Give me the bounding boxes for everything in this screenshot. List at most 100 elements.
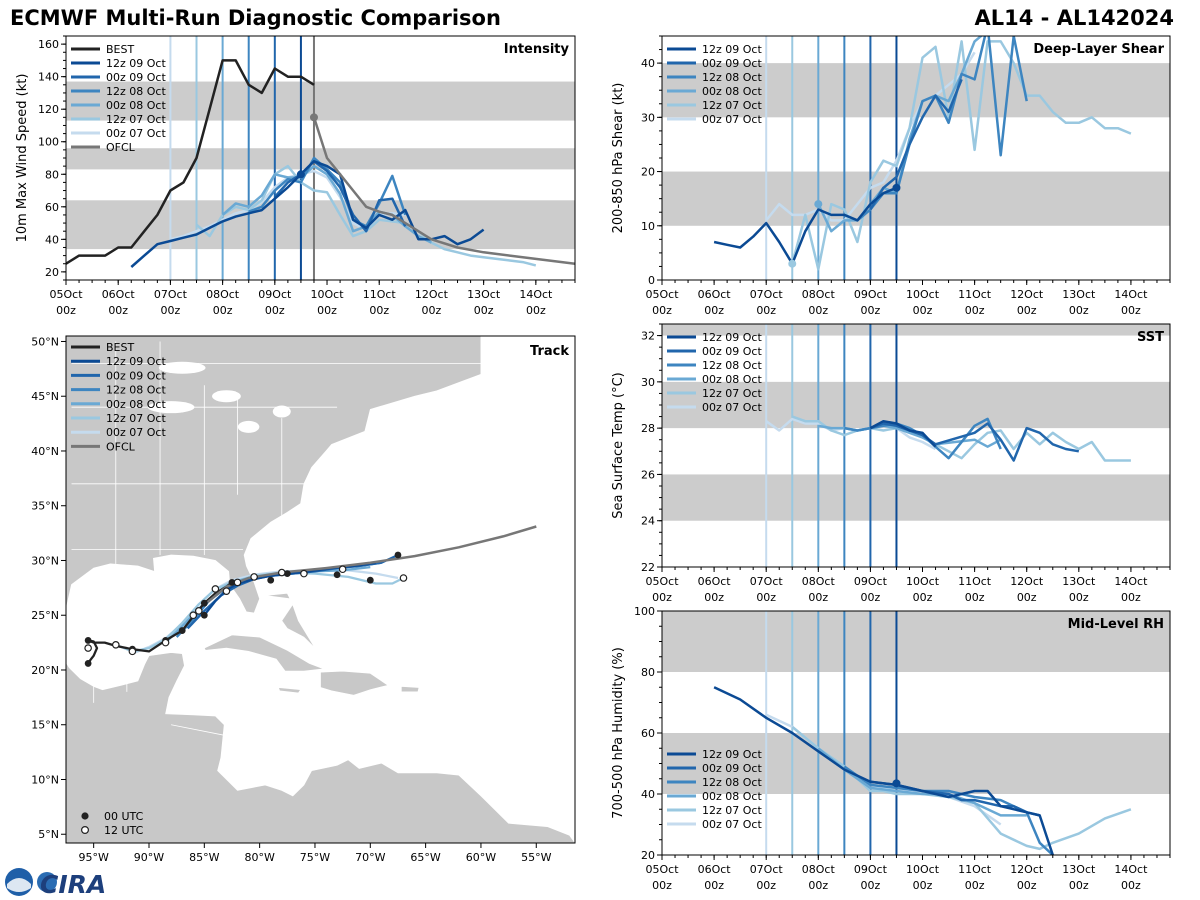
- point-marker: [296, 170, 305, 179]
- legend-label: 00z 08 Oct: [106, 398, 166, 411]
- x-tick-hour: 00z: [808, 879, 828, 892]
- x-tick-day: 05Oct: [645, 575, 679, 588]
- position-12utc-dot: [84, 644, 92, 652]
- x-tick-hour: 00z: [108, 304, 128, 317]
- y-tick-label: 100: [634, 605, 655, 618]
- lon-tick-label: 90°W: [134, 851, 164, 864]
- border-line: [171, 724, 227, 737]
- legend-label: 12z 07 Oct: [702, 804, 762, 817]
- cira-logo-text: CIRA: [40, 870, 106, 899]
- position-00utc-dot: [394, 551, 402, 559]
- x-tick-hour: 00z: [652, 304, 672, 317]
- legend-label: 00z 07 Oct: [106, 127, 166, 140]
- lat-tick-label: 30°N: [31, 554, 59, 567]
- x-tick-day: 11Oct: [958, 288, 992, 301]
- globe-icon: [37, 872, 57, 892]
- legend-label: 00z 09 Oct: [702, 57, 762, 70]
- legend-label: 12z 09 Oct: [106, 355, 166, 368]
- land-mass: [320, 670, 389, 696]
- x-tick-day: 05Oct: [645, 288, 679, 301]
- x-tick-hour: 00z: [1017, 304, 1037, 317]
- land-mass: [203, 634, 324, 672]
- lake-shape: [212, 390, 241, 403]
- legend-label: 00z 09 Oct: [106, 71, 166, 84]
- legend-label: 00z 08 Oct: [702, 373, 762, 386]
- position-00utc-dot: [228, 578, 236, 586]
- lon-tick-label: 60°W: [466, 851, 496, 864]
- x-tick-hour: 00z: [474, 304, 494, 317]
- position-12utc-dot: [189, 611, 198, 620]
- plot-area-shear: [662, 36, 1170, 280]
- position-00utc-dot: [200, 611, 208, 619]
- land-mass: [277, 687, 302, 694]
- point-marker: [814, 200, 823, 209]
- x-tick-day: 06Oct: [698, 863, 732, 876]
- threshold-band: [662, 611, 1170, 672]
- x-tick-hour: 00z: [161, 304, 181, 317]
- x-tick-hour: 00z: [756, 591, 776, 604]
- x-tick-day: 08Oct: [802, 288, 836, 301]
- map-frame: [65, 335, 576, 844]
- x-tick-day: 12Oct: [1010, 288, 1044, 301]
- x-tick-hour: 00z: [422, 304, 442, 317]
- position-00utc-dot: [366, 576, 374, 584]
- y-tick-label: 40: [45, 233, 59, 246]
- lon-tick-label: 75°W: [300, 851, 330, 864]
- x-tick-day: 10Oct: [311, 288, 345, 301]
- position-12utc-dot: [211, 585, 220, 593]
- x-tick-hour: 00z: [1121, 879, 1141, 892]
- panel-title: Track: [530, 344, 569, 359]
- panel-track: 95°W 90°W 85°W 80°W 75°W 70°W 65°W 60°W 55°W 5°N 1…: [31, 335, 576, 864]
- position-12utc-dot: [111, 640, 120, 649]
- x-tick-day: 06Oct: [102, 288, 136, 301]
- x-tick-day: 09Oct: [854, 575, 888, 588]
- x-tick-day: 14Oct: [1114, 575, 1148, 588]
- position-12utc-dot: [399, 574, 408, 582]
- y-tick-label: 26: [641, 468, 655, 481]
- threshold-band: [662, 324, 1170, 336]
- position-12utc-dot: [233, 578, 242, 587]
- series-line-12z-09-oct: [713, 686, 1054, 855]
- legend-label: 00z 07 Oct: [702, 113, 762, 126]
- panel-title: Mid-Level RH: [1068, 617, 1164, 632]
- cira-logo: CIRA: [5, 868, 106, 899]
- y-tick-label: 20: [45, 266, 59, 279]
- x-tick-day: 14Oct: [1114, 863, 1148, 876]
- plot-area-intensity: [66, 36, 575, 280]
- point-marker: [892, 183, 901, 192]
- legend-label: 00z 08 Oct: [106, 99, 166, 112]
- x-tick-day: 13Oct: [467, 288, 501, 301]
- y-tick-label: 22: [641, 561, 655, 574]
- position-12utc-dot: [277, 568, 286, 577]
- y-tick-label: 24: [641, 515, 655, 528]
- x-tick-hour: 00z: [652, 591, 672, 604]
- x-tick-day: 07Oct: [750, 575, 784, 588]
- x-tick-day: 05Oct: [645, 863, 679, 876]
- lon-tick-label: 65°W: [410, 851, 440, 864]
- x-tick-hour: 00z: [704, 304, 724, 317]
- legend-label: 12z 07 Oct: [106, 113, 166, 126]
- x-tick-day: 07Oct: [154, 288, 188, 301]
- position-00utc-dot: [333, 571, 341, 579]
- y-tick-label: 140: [38, 71, 59, 84]
- x-tick-hour: 00z: [756, 304, 776, 317]
- x-tick-day: 12Oct: [415, 288, 449, 301]
- legend-label: 12z 08 Oct: [702, 776, 762, 789]
- x-tick-day: 08Oct: [802, 863, 836, 876]
- x-tick-hour: 00z: [1121, 591, 1141, 604]
- panel-title: SST: [1137, 330, 1164, 345]
- x-tick-day: 10Oct: [906, 288, 940, 301]
- lon-tick-label: 85°W: [189, 851, 219, 864]
- x-tick-hour: 00z: [756, 879, 776, 892]
- position-00utc-dot: [84, 637, 92, 644]
- x-tick-hour: 00z: [369, 304, 389, 317]
- lat-tick-label: 50°N: [31, 335, 59, 348]
- legend-label: OFCL: [106, 440, 136, 453]
- position-00utc-dot: [267, 576, 275, 584]
- legend-label: 12z 08 Oct: [106, 384, 166, 397]
- x-tick-day: 13Oct: [1062, 863, 1096, 876]
- x-tick-day: 10Oct: [906, 575, 940, 588]
